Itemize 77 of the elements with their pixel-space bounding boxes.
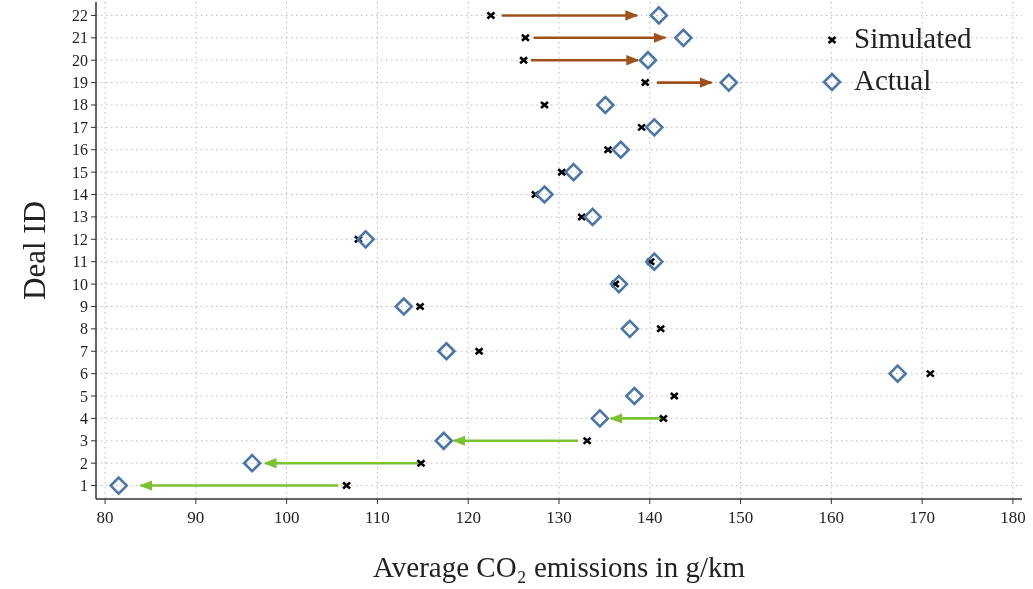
- point: [535, 185, 554, 204]
- point: [356, 230, 375, 249]
- point: [658, 414, 669, 423]
- x-axis-title: Average CO₂ emissions in g/km: [372, 551, 746, 583]
- y-axis-title: Deal ID: [17, 201, 52, 300]
- y-tick-label: 14: [72, 186, 88, 204]
- point: [596, 95, 615, 115]
- legend-label: Simulated: [854, 22, 973, 54]
- point: [655, 324, 666, 334]
- point: [645, 118, 664, 137]
- point: [636, 123, 647, 132]
- y-tick-label: 6: [80, 365, 88, 383]
- y-tick-label: 20: [72, 51, 88, 69]
- point: [437, 341, 456, 361]
- y-tick-label: 4: [80, 409, 88, 427]
- point: [415, 302, 425, 311]
- point: [520, 33, 531, 43]
- y-tick-label: 5: [80, 387, 88, 405]
- y-tick-label: 3: [80, 432, 88, 450]
- x-tick-label: 80: [96, 508, 114, 527]
- point: [109, 476, 128, 495]
- legend-label: Actual: [854, 64, 932, 96]
- point: [564, 162, 583, 182]
- y-tick-label: 15: [72, 163, 88, 181]
- y-tick-label: 10: [72, 275, 88, 293]
- y-tick-label: 13: [72, 208, 88, 226]
- y-tick-label: 2: [80, 454, 88, 472]
- point: [582, 436, 592, 446]
- y-tick-label: 19: [72, 74, 88, 92]
- x-tick-label: 150: [727, 508, 754, 527]
- point: [583, 207, 602, 227]
- point: [645, 252, 664, 271]
- y-tick-label: 1: [80, 477, 88, 495]
- x-tick-label: 120: [455, 508, 481, 527]
- y-tick-label: 9: [80, 297, 88, 315]
- point: [625, 386, 644, 406]
- y-tick-label: 8: [80, 320, 88, 338]
- point: [518, 55, 529, 65]
- point: [888, 364, 907, 383]
- point: [576, 212, 587, 222]
- y-tick-label: 16: [72, 141, 88, 159]
- y-tick-label: 22: [72, 6, 88, 24]
- point: [539, 100, 550, 110]
- point: [416, 458, 426, 468]
- x-tick-label: 160: [818, 508, 845, 527]
- point: [611, 140, 631, 160]
- x-tick-label: 170: [909, 508, 935, 527]
- y-tick-label: 7: [80, 342, 88, 360]
- x-tick-label: 100: [273, 508, 300, 527]
- point: [620, 319, 640, 339]
- x-tick-label: 110: [364, 508, 390, 527]
- y-tick-label: 17: [72, 118, 88, 136]
- point: [486, 11, 496, 20]
- y-tick-label: 11: [72, 253, 88, 271]
- x-tick-label: 140: [637, 508, 663, 527]
- x-tick-label: 90: [187, 508, 205, 527]
- point: [649, 6, 669, 25]
- point: [394, 297, 414, 316]
- point: [674, 28, 693, 48]
- point: [556, 167, 567, 177]
- point: [242, 453, 262, 473]
- point: [590, 409, 610, 428]
- point: [609, 274, 629, 294]
- y-tick-label: 12: [72, 230, 88, 248]
- x-tick-label: 130: [546, 508, 572, 527]
- point: [341, 481, 352, 490]
- point: [925, 369, 936, 378]
- point: [474, 346, 484, 356]
- point: [640, 78, 651, 87]
- point: [638, 50, 658, 70]
- point: [669, 391, 680, 401]
- point: [603, 145, 613, 155]
- point: [434, 431, 453, 451]
- point: [719, 73, 739, 92]
- y-tick-label: 18: [72, 96, 88, 114]
- x-tick-label: 180: [1000, 508, 1026, 527]
- y-tick-label: 21: [72, 29, 88, 47]
